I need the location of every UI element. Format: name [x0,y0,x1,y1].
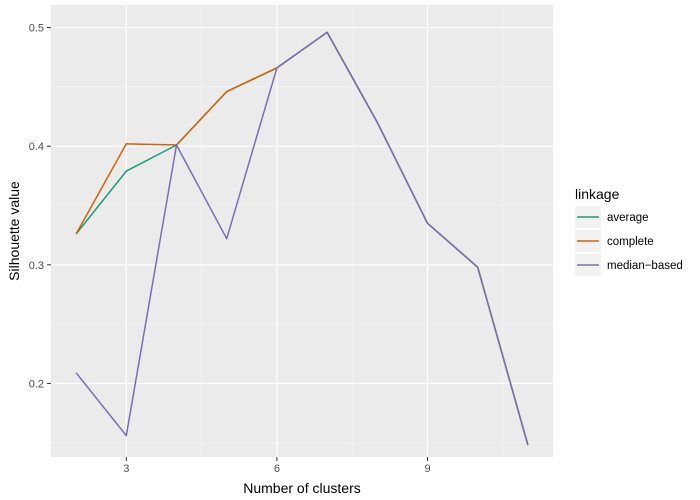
x-tick-label: 9 [424,463,430,475]
legend-label: average [607,212,649,224]
plot-panel [51,5,553,457]
x-tick-label: 3 [123,463,129,475]
x-axis-title: Number of clusters [243,480,360,496]
legend-title: linkage [575,186,620,202]
legend-label: complete [607,236,654,248]
y-tick-label: 0.2 [29,378,44,390]
legend-label: median−based [607,260,683,272]
y-tick-label: 0.3 [29,260,44,272]
series-lines [75,31,529,446]
y-tick-label: 0.5 [29,23,44,35]
series-line [75,31,529,446]
y-axis: 0.2 0.3 0.4 0.5 [29,23,51,390]
y-axis-title: Silhouette value [6,181,22,281]
y-tick-label: 0.4 [29,141,44,153]
x-axis: 3 6 9 [123,457,431,475]
x-tick-label: 6 [274,463,280,475]
legend: linkage average complete median−based [575,186,683,276]
minor-grid [51,5,553,457]
